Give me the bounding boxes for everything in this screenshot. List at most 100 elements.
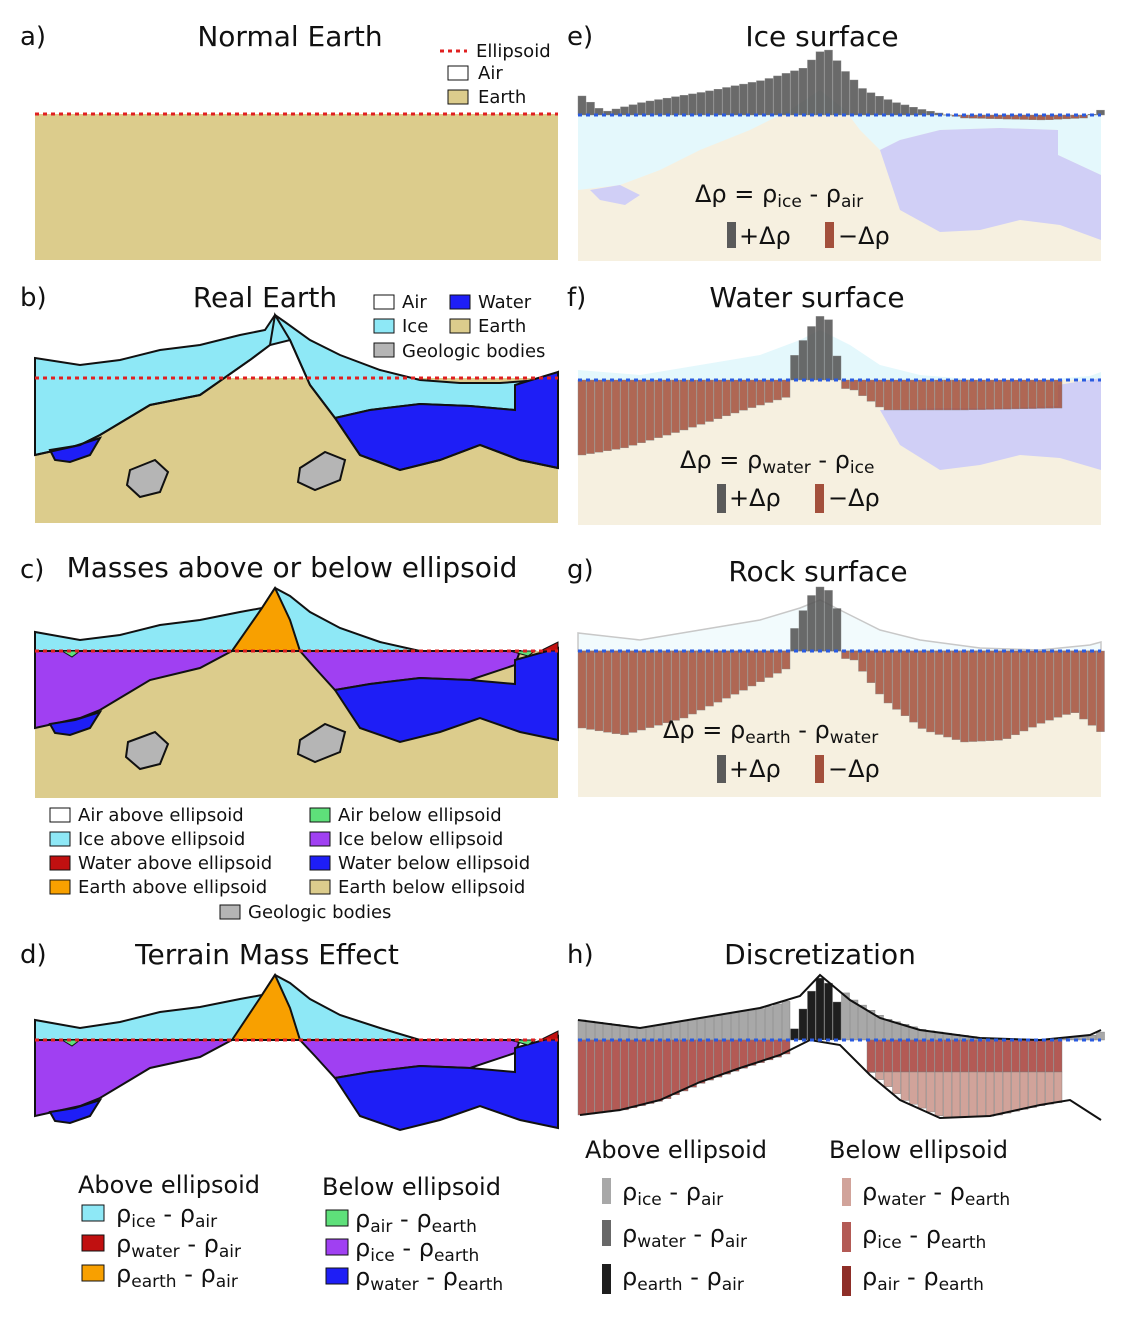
ice-earth-bar: [747, 1039, 757, 1066]
neg-bar: [671, 379, 680, 433]
panel-e: e) Ice surface Δρ = ρice - ρair +Δρ −Δρ: [567, 20, 1105, 261]
pos-bar: [798, 68, 808, 116]
panel-f-letter: f): [567, 283, 586, 313]
ice-air-bar: [586, 1020, 595, 1041]
ice-earth-bar: [1053, 1039, 1063, 1073]
neg-bar: [730, 650, 740, 695]
neg-bar: [968, 650, 978, 742]
neg-bar: [1045, 379, 1054, 409]
water-region: [880, 378, 1101, 470]
panel-e-title: Ice surface: [745, 20, 898, 53]
neg-bar: [747, 379, 757, 408]
pos-bar: [824, 590, 833, 652]
panel-b-letter: b): [20, 283, 47, 313]
neg-bar: [705, 379, 714, 422]
legend-air: Air: [478, 63, 503, 84]
water-earth-bar: [994, 1071, 1003, 1116]
neg-bar: [1062, 650, 1071, 715]
ice-earth-bar: [586, 1039, 595, 1115]
panel-c-legend: Air above ellipsoid Ice above ellipsoid …: [49, 805, 530, 923]
neg-bar: [662, 650, 672, 724]
earth-air-bar: [790, 1028, 799, 1041]
rock-surface-bars: [577, 586, 1105, 743]
neg-bar: [917, 650, 927, 729]
panel-e-letter: e): [567, 22, 593, 52]
neg-bar: [1096, 650, 1105, 732]
neg-bar: [1036, 379, 1046, 409]
panel-b-legend: Air Water Ice Earth Geologic bodies: [373, 292, 545, 362]
ice-below-swatch: [309, 831, 331, 847]
ice-above-region: [34, 973, 421, 1041]
water-below-pocket: [48, 710, 103, 737]
rho-air-earth: ρair - ρearth: [862, 1263, 984, 1295]
ice-earth-bar: [773, 1039, 782, 1058]
ice-earth-bar: [628, 1039, 638, 1108]
pos-bar: [730, 85, 740, 116]
ice-air-bar: [764, 1006, 774, 1041]
neg-bar: [858, 650, 867, 672]
ice-earth-bar: [713, 1039, 723, 1078]
geologic-swatch: [219, 904, 241, 920]
ice-earth-bar: [671, 1039, 680, 1096]
ice-earth-bar: [645, 1039, 655, 1104]
neg-bar: [909, 650, 918, 723]
pos-bar: [807, 326, 816, 381]
water-below-region: [333, 646, 559, 744]
air-earth-swatch: [325, 1209, 349, 1227]
neg-bar: [739, 650, 748, 691]
ice-earth-bar: [960, 1039, 969, 1073]
water-earth-bar: [943, 1071, 952, 1119]
air-above-swatch: [49, 807, 71, 823]
rock-surface: [34, 312, 559, 472]
ice-earth-bar: [926, 1039, 935, 1073]
neg-bar: [1045, 114, 1054, 120]
neg-bar: [603, 650, 612, 733]
neg-bar: [994, 650, 1003, 741]
panel-a: a) Normal Earth Ellipsoid Air Earth: [20, 20, 558, 260]
ice-earth-bar: [637, 1039, 646, 1106]
ice-earth-bar: [1019, 1039, 1029, 1073]
neg-bar: [713, 650, 723, 703]
earth-above-swatch: [49, 879, 71, 895]
pos-label: +Δρ: [739, 222, 791, 250]
neg-bar: [883, 650, 893, 704]
water-earth-bar: [1036, 1071, 1046, 1106]
neg-bar: [892, 379, 901, 411]
neg-label: −Δρ: [828, 755, 880, 783]
neg-bar: [977, 379, 986, 410]
earth-air-bar: [815, 977, 825, 1041]
pos-bar: [773, 75, 782, 116]
water-earth-bar: [1019, 1071, 1029, 1110]
pos-bar: [832, 60, 842, 116]
neg-bar: [934, 379, 944, 411]
rho-air-earth: ρair - ρearth: [355, 1205, 477, 1237]
ice-air-bar: [611, 1024, 621, 1041]
discretization-bars: [577, 977, 1105, 1119]
neg-swatch: [825, 222, 834, 248]
ice-earth-bar: [883, 1039, 893, 1073]
panel-a-title: Normal Earth: [197, 20, 382, 53]
neg-bar: [705, 650, 714, 707]
neg-bar: [756, 379, 765, 406]
neg-bar: [985, 650, 995, 741]
ice-earth-bar: [934, 1039, 944, 1073]
air-below-swatch: [309, 807, 331, 823]
panel-a-legend: Ellipsoid Air Earth: [440, 41, 551, 108]
ice-earth-bar: [917, 1039, 927, 1073]
ice-earth-bar: [1011, 1039, 1020, 1073]
ice-earth-bar: [603, 1039, 612, 1113]
water-below-region: [333, 1034, 559, 1132]
ice-above-region: [34, 586, 421, 652]
ice-earth-bar: [1028, 1039, 1037, 1073]
neg-bar: [943, 379, 952, 411]
ice-air-bar: [756, 1008, 765, 1041]
pos-bar: [628, 104, 638, 116]
ice-earth-bar: [968, 1039, 978, 1073]
delta-rho-equation: Δρ = ρice - ρair: [695, 180, 863, 212]
neg-bar: [866, 379, 876, 402]
neg-bar: [994, 379, 1003, 410]
pos-bar: [858, 88, 867, 116]
pos-bar: [790, 628, 799, 652]
neg-bar: [620, 650, 629, 736]
